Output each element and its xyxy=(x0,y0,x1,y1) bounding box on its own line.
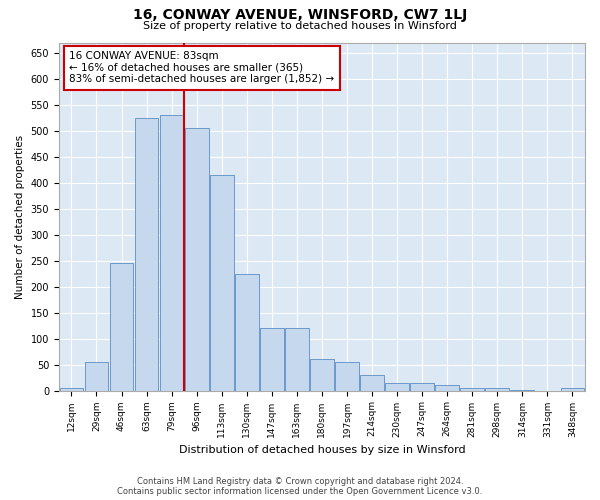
Bar xyxy=(560,388,584,390)
Bar xyxy=(335,362,359,390)
Bar xyxy=(310,360,334,390)
Bar xyxy=(460,388,484,390)
X-axis label: Distribution of detached houses by size in Winsford: Distribution of detached houses by size … xyxy=(179,445,465,455)
Bar xyxy=(385,383,409,390)
Text: 16 CONWAY AVENUE: 83sqm
← 16% of detached houses are smaller (365)
83% of semi-d: 16 CONWAY AVENUE: 83sqm ← 16% of detache… xyxy=(70,51,335,84)
Bar xyxy=(485,388,509,390)
Bar xyxy=(436,386,459,390)
Bar xyxy=(360,375,384,390)
Bar xyxy=(210,175,233,390)
Bar xyxy=(160,115,184,390)
Y-axis label: Number of detached properties: Number of detached properties xyxy=(15,134,25,298)
Text: Size of property relative to detached houses in Winsford: Size of property relative to detached ho… xyxy=(143,21,457,31)
Bar xyxy=(235,274,259,390)
Bar xyxy=(260,328,284,390)
Text: Contains HM Land Registry data © Crown copyright and database right 2024.
Contai: Contains HM Land Registry data © Crown c… xyxy=(118,476,482,496)
Text: 16, CONWAY AVENUE, WINSFORD, CW7 1LJ: 16, CONWAY AVENUE, WINSFORD, CW7 1LJ xyxy=(133,8,467,22)
Bar xyxy=(285,328,309,390)
Bar xyxy=(59,388,83,390)
Bar xyxy=(110,264,133,390)
Bar xyxy=(410,383,434,390)
Bar xyxy=(85,362,109,390)
Bar xyxy=(185,128,209,390)
Bar xyxy=(134,118,158,390)
